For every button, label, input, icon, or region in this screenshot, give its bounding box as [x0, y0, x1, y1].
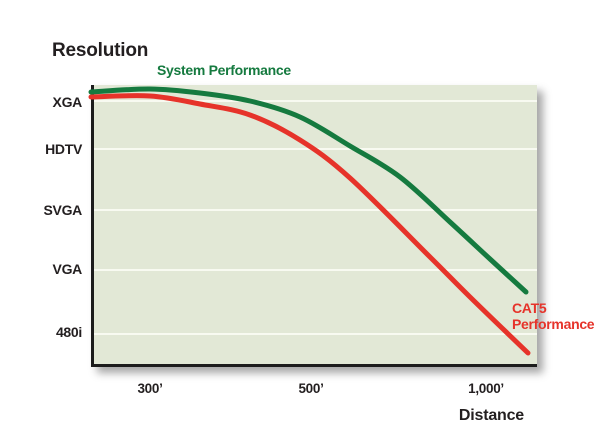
y-tick-label: XGA [52, 94, 83, 110]
x-tick-label: 300’ [137, 381, 163, 396]
cat5-label-line1: CAT5 [512, 300, 547, 316]
y-tick-label: 480i [55, 324, 82, 340]
gridline [94, 333, 537, 335]
system-performance-label: System Performance [157, 62, 291, 78]
gridline [94, 269, 537, 271]
cat5-performance-label: CAT5 Performance [512, 300, 595, 332]
gridline [94, 148, 537, 150]
y-tick-label: VGA [52, 261, 83, 277]
y-axis-title: Resolution [52, 40, 149, 61]
y-tick-label: SVGA [43, 202, 83, 218]
x-axis-title: Distance [458, 407, 524, 424]
x-tick-label: 500’ [298, 381, 324, 396]
gridline [94, 209, 537, 211]
plot-area [91, 85, 537, 367]
gridline [94, 100, 537, 102]
x-tick-label: 1,000’ [468, 381, 504, 396]
y-tick-label: HDTV [45, 141, 82, 157]
cat5-label-line2: Performance [512, 316, 595, 332]
